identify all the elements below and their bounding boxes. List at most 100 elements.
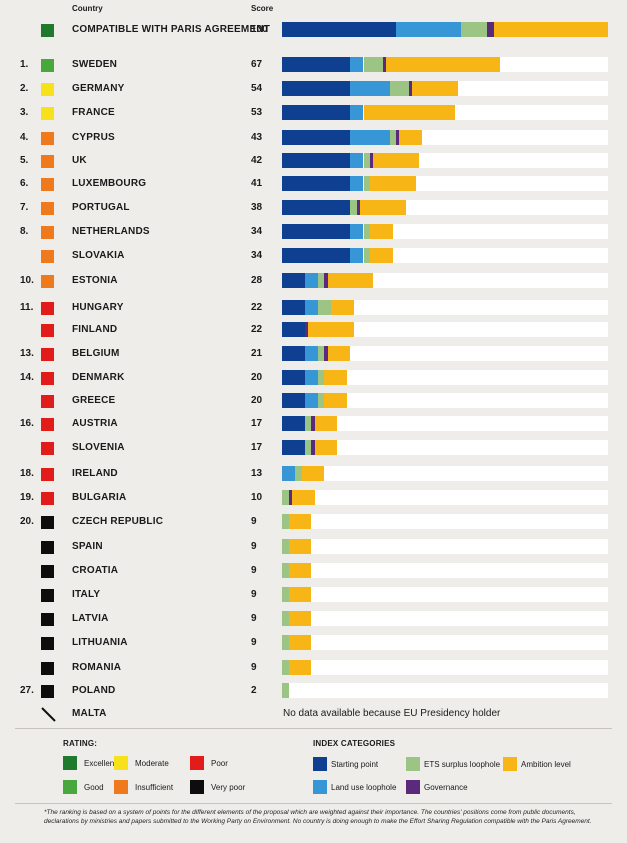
rating-swatch [41, 565, 54, 578]
chart-row: SLOVENIA 17 [0, 440, 627, 458]
bar-segment-land-use-loophole [304, 300, 318, 315]
bar-segment-starting-point [282, 130, 351, 145]
bar-segment-ambition-level [399, 130, 423, 145]
rating-swatch [41, 275, 54, 288]
rating-swatch [41, 24, 54, 37]
chart-row: 14. DENMARK 20 [0, 370, 627, 388]
rating-legend-title: RATING: [63, 739, 98, 748]
bar-segment-ets-surplus-loophole [363, 57, 384, 72]
chart-row: SPAIN 9 [0, 539, 627, 557]
bar-track [282, 393, 608, 408]
bar-segment-starting-point [282, 440, 305, 455]
bar-segment-ets-surplus-loophole [363, 248, 371, 263]
bar-track [282, 176, 608, 191]
rank-label: 3. [20, 107, 29, 118]
bar-segment-governance [304, 322, 309, 337]
rating-swatch [41, 107, 54, 120]
legend-label: Poor [211, 759, 228, 768]
score-column-header: Score [251, 4, 274, 13]
rating-swatch [41, 302, 54, 315]
chart-row: LITHUANIA 9 [0, 635, 627, 653]
bar-segment-land-use-loophole [304, 273, 318, 288]
score-label: 54 [251, 83, 263, 94]
bar-segment-starting-point [282, 322, 305, 337]
categories-legend-title: INDEX CATEGORIES [313, 739, 396, 748]
bar-segment-starting-point [282, 105, 351, 120]
legend-label: Insufficient [135, 783, 174, 792]
legend-label: ETS surplus loophole [424, 760, 501, 769]
bar-track [282, 346, 608, 361]
legend-divider [15, 728, 612, 729]
bar-track [282, 153, 608, 168]
bar-segment-ets-surplus-loophole [282, 611, 289, 626]
bar-segment-ets-surplus-loophole [282, 587, 289, 602]
rating-swatch [41, 348, 54, 361]
score-label: 10 [251, 492, 263, 503]
bar-segment-ets-surplus-loophole [295, 466, 302, 481]
rank-label: 10. [20, 275, 34, 286]
country-label: IRELAND [72, 468, 118, 479]
footnote: *The ranking is based on a system of poi… [44, 809, 592, 825]
rating-swatch [41, 685, 54, 698]
score-label: 28 [251, 275, 263, 286]
bar-segment-starting-point [282, 200, 351, 215]
score-label: 9 [251, 637, 257, 648]
bar-segment-ets-surplus-loophole [350, 200, 357, 215]
bar-segment-governance [409, 81, 413, 96]
bar-segment-ambition-level [288, 563, 312, 578]
bar-segment-starting-point [282, 416, 305, 431]
bar-segment-land-use-loophole [350, 153, 364, 168]
bar-segment-ambition-level [412, 81, 459, 96]
bar-segment-ambition-level [370, 248, 393, 263]
bar-segment-ambition-level [324, 393, 348, 408]
score-label: 22 [251, 324, 263, 335]
bar-segment-ambition-level [327, 273, 374, 288]
chart-row: 20. CZECH REPUBLIC 9 [0, 514, 627, 532]
legend-swatch-ets-surplus-loophole [406, 757, 420, 771]
rank-label: 7. [20, 202, 29, 213]
score-label: 9 [251, 662, 257, 673]
bar-segment-starting-point [282, 224, 351, 239]
bar-track [282, 273, 608, 288]
bar-track [282, 539, 608, 554]
rating-swatch [41, 250, 54, 263]
bar-segment-ambition-level [288, 635, 312, 650]
rank-label: 11. [20, 302, 34, 313]
country-label: LITHUANIA [72, 637, 128, 648]
bar-segment-land-use-loophole [350, 130, 390, 145]
bar-segment-land-use-loophole [350, 57, 364, 72]
chart-row: 7. PORTUGAL 38 [0, 200, 627, 218]
bar-segment-governance [311, 416, 315, 431]
bar-segment-ambition-level [288, 514, 312, 529]
rating-swatch [41, 418, 54, 431]
bar-segment-ambition-level [288, 611, 312, 626]
bar-segment-ets-surplus-loophole [461, 22, 488, 37]
rank-label: 5. [20, 155, 29, 166]
bar-track [282, 300, 608, 315]
country-label: SPAIN [72, 541, 103, 552]
country-label: MALTA [72, 708, 107, 719]
chart-row: 13. BELGIUM 21 [0, 346, 627, 364]
chart-row: CROATIA 9 [0, 563, 627, 581]
rank-label: 4. [20, 132, 29, 143]
rating-swatch [41, 492, 54, 505]
rating-swatch [41, 395, 54, 408]
bar-segment-governance [396, 130, 400, 145]
rating-swatch [41, 59, 54, 72]
rank-label: 1. [20, 59, 29, 70]
country-label: LATVIA [72, 613, 109, 624]
score-label: 13 [251, 468, 263, 479]
chart-row: 1. SWEDEN 67 [0, 57, 627, 75]
country-label: UK [72, 155, 87, 166]
bar-segment-land-use-loophole [282, 466, 296, 481]
rating-swatch [41, 613, 54, 626]
chart-row: 19. BULGARIA 10 [0, 490, 627, 508]
score-label: 22 [251, 302, 263, 313]
score-label: 100 [251, 24, 268, 35]
chart-row: GREECE 20 [0, 393, 627, 411]
bar-segment-ets-surplus-loophole [282, 635, 289, 650]
legend-swatch-moderate [114, 756, 128, 770]
no-data-slash-icon [41, 707, 56, 722]
country-label: CROATIA [72, 565, 119, 576]
chart-row: 2. GERMANY 54 [0, 81, 627, 99]
